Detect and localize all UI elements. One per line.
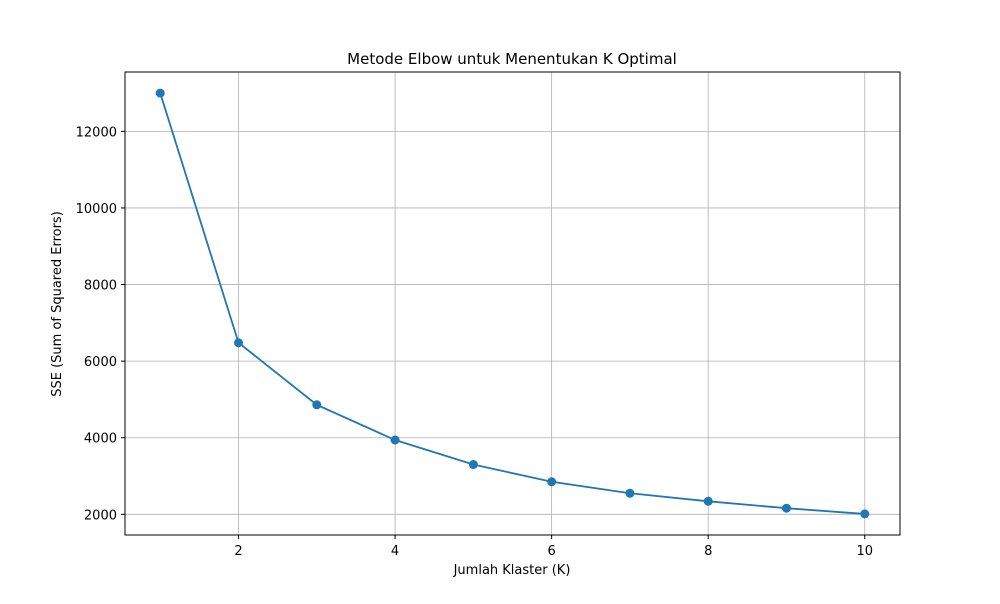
x-tick-label: 8 [704, 544, 712, 559]
x-tick-label: 4 [391, 544, 399, 559]
data-point [234, 338, 244, 348]
y-tick-label: 6000 [84, 355, 117, 370]
y-tick-label: 8000 [84, 279, 117, 294]
chart-title: Metode Elbow untuk Menentukan K Optimal [347, 50, 677, 68]
series-line [159, 92, 865, 515]
x-tick-labels: 2 4 6 8 10 [234, 544, 873, 559]
y-tick-label: 12000 [76, 125, 117, 140]
y-tick-label: 4000 [84, 432, 117, 447]
y-tick-label: 2000 [84, 508, 117, 523]
axes [121, 71, 901, 539]
y-axis-title: SSE (Sum of Squared Errors) [50, 211, 65, 397]
data-point [468, 460, 478, 470]
data-point [781, 503, 791, 513]
data-point [312, 400, 322, 410]
data-point [625, 488, 635, 498]
x-tick-label: 10 [856, 544, 873, 559]
data-point [547, 477, 557, 487]
data-point [860, 509, 870, 519]
x-tick-label: 2 [234, 544, 242, 559]
plot-frame [124, 71, 901, 536]
data-point [155, 88, 165, 98]
y-tick-labels: 2000 4000 6000 8000 10000 12000 [76, 125, 117, 523]
grid [125, 72, 900, 535]
series-layer [155, 88, 870, 519]
x-axis-title: Jumlah Klaster (K) [453, 563, 571, 578]
data-point [390, 435, 400, 445]
x-tick-label: 6 [548, 544, 556, 559]
data-point [703, 496, 713, 506]
y-tick-label: 10000 [76, 202, 117, 217]
